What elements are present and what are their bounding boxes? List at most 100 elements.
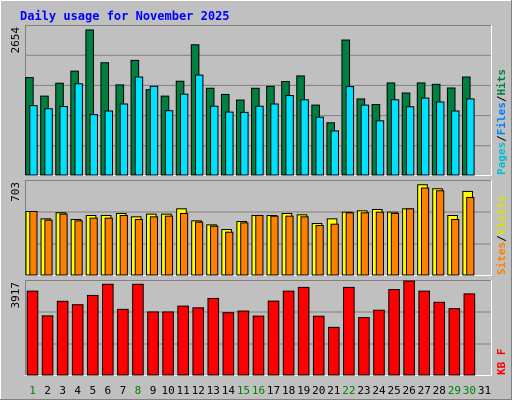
x-tick-label: 27 xyxy=(418,384,431,397)
kbytes-bar xyxy=(267,300,280,376)
x-tick-label: 3 xyxy=(59,384,66,397)
files-bar xyxy=(134,76,144,176)
x-tick-label: 19 xyxy=(297,384,310,397)
files-bar xyxy=(420,97,430,176)
sites-bar xyxy=(270,215,279,276)
kbytes-bar xyxy=(117,308,129,376)
kbytes-bar xyxy=(297,286,310,376)
panel-top-legend-pages: Pages xyxy=(495,142,508,175)
sites-bar xyxy=(375,211,384,276)
panel-top-legend-separator: / xyxy=(495,95,508,102)
x-tick-label: 13 xyxy=(207,384,220,397)
kbytes-bar xyxy=(433,301,446,376)
panel-top-legend-hits: Hits xyxy=(495,69,508,96)
panel-bottom-bars xyxy=(26,280,476,376)
kbytes-bar xyxy=(147,311,159,376)
sites-bar xyxy=(74,220,83,276)
panel-bottom-ymax-label: 3917 xyxy=(9,282,22,309)
sites-bar xyxy=(405,208,415,276)
kbytes-bar xyxy=(192,307,205,376)
x-tick-label: 25 xyxy=(387,384,400,397)
kbytes-bar xyxy=(388,289,400,376)
panel-top-legend-files: Files xyxy=(495,102,508,135)
panel-bottom-legend-f: F xyxy=(495,349,508,356)
files-bar xyxy=(315,116,324,176)
sites-bar xyxy=(466,196,475,276)
panel-middle-legend-separator: / xyxy=(495,235,508,242)
kbytes-bar xyxy=(358,317,370,376)
sites-bar xyxy=(330,223,339,276)
kbytes-bar xyxy=(56,300,69,376)
kbytes-bar xyxy=(418,290,430,376)
x-axis-labels: 1 2 3 4 5 6 7 8 9 10 11 12 13 14 15 16 17 18 19 20 21 22 23 24 2… xyxy=(29,384,491,397)
sites-bar xyxy=(255,215,264,276)
panel-bottom: 3917 KB F xyxy=(9,280,508,376)
sites-bar xyxy=(29,210,38,276)
files-bar xyxy=(405,106,415,176)
kbytes-bar xyxy=(132,283,144,376)
kbytes-bar xyxy=(312,315,325,376)
sites-bar xyxy=(225,231,234,276)
files-bar xyxy=(436,101,445,176)
panel-bottom-legend-kb: KB xyxy=(495,361,508,375)
x-tick-label: 18 xyxy=(282,384,295,397)
x-tick-label: 10 xyxy=(161,384,174,397)
sites-bar xyxy=(436,190,445,276)
x-tick-label: 6 xyxy=(105,384,112,397)
files-bar xyxy=(451,110,460,176)
kbytes-bar xyxy=(373,309,385,376)
panel-top-bars xyxy=(25,29,475,176)
sites-bar xyxy=(134,219,143,276)
sites-bar xyxy=(44,219,53,276)
sites-bar xyxy=(59,213,68,276)
x-tick-label: 15 xyxy=(237,384,250,397)
x-tick-label: 1 xyxy=(29,384,36,397)
files-bar xyxy=(164,110,174,176)
panel-middle-bars xyxy=(25,184,475,276)
x-tick-label: 11 xyxy=(177,384,190,397)
files-bar xyxy=(179,93,189,176)
sites-bar xyxy=(104,217,113,276)
panel-middle-legend: Sites/Visits xyxy=(495,196,508,276)
kbytes-bar xyxy=(252,315,265,376)
panel-top-legend-separator: / xyxy=(495,135,508,142)
panel-bottom-legend: KB F xyxy=(495,349,508,376)
sites-bar xyxy=(119,215,128,276)
x-tick-label: 8 xyxy=(135,384,142,397)
kbytes-bar xyxy=(86,294,99,376)
sites-bar xyxy=(164,215,174,276)
kbytes-bar xyxy=(41,315,54,376)
files-bar xyxy=(285,95,294,176)
kbytes-bar xyxy=(207,297,220,376)
x-tick-label: 30 xyxy=(463,384,476,397)
x-tick-label: 26 xyxy=(403,384,416,397)
sites-bar xyxy=(195,221,204,276)
sites-bar xyxy=(285,215,294,276)
files-bar xyxy=(300,99,309,176)
sites-bar xyxy=(89,217,98,276)
kbytes-bar xyxy=(177,305,189,376)
kbytes-bar xyxy=(327,326,340,376)
files-bar xyxy=(390,99,400,176)
x-tick-label: 29 xyxy=(448,384,461,397)
x-tick-label: 5 xyxy=(89,384,96,397)
kbytes-bar xyxy=(71,304,84,376)
panel-top-ymax-label: 2654 xyxy=(9,27,22,54)
x-tick-label: 16 xyxy=(252,384,265,397)
x-tick-label: 14 xyxy=(222,384,236,397)
kbytes-bar xyxy=(282,290,295,376)
panel-middle-ymax-label: 703 xyxy=(9,182,22,202)
files-bar xyxy=(330,130,339,176)
files-bar xyxy=(59,106,68,176)
x-tick-label: 4 xyxy=(74,384,81,397)
files-bar xyxy=(360,104,370,176)
files-bar xyxy=(44,108,53,176)
panel-middle: 703 Sites/Visits xyxy=(9,180,508,276)
x-tick-label: 28 xyxy=(433,384,446,397)
x-tick-label: 12 xyxy=(192,384,205,397)
panel-middle-legend-visits: Visits xyxy=(495,196,508,236)
sites-bar xyxy=(360,212,369,276)
x-tick-label: 21 xyxy=(327,384,340,397)
kbytes-bar xyxy=(162,311,174,376)
chart-title: Daily usage for November 2025 xyxy=(20,9,230,23)
